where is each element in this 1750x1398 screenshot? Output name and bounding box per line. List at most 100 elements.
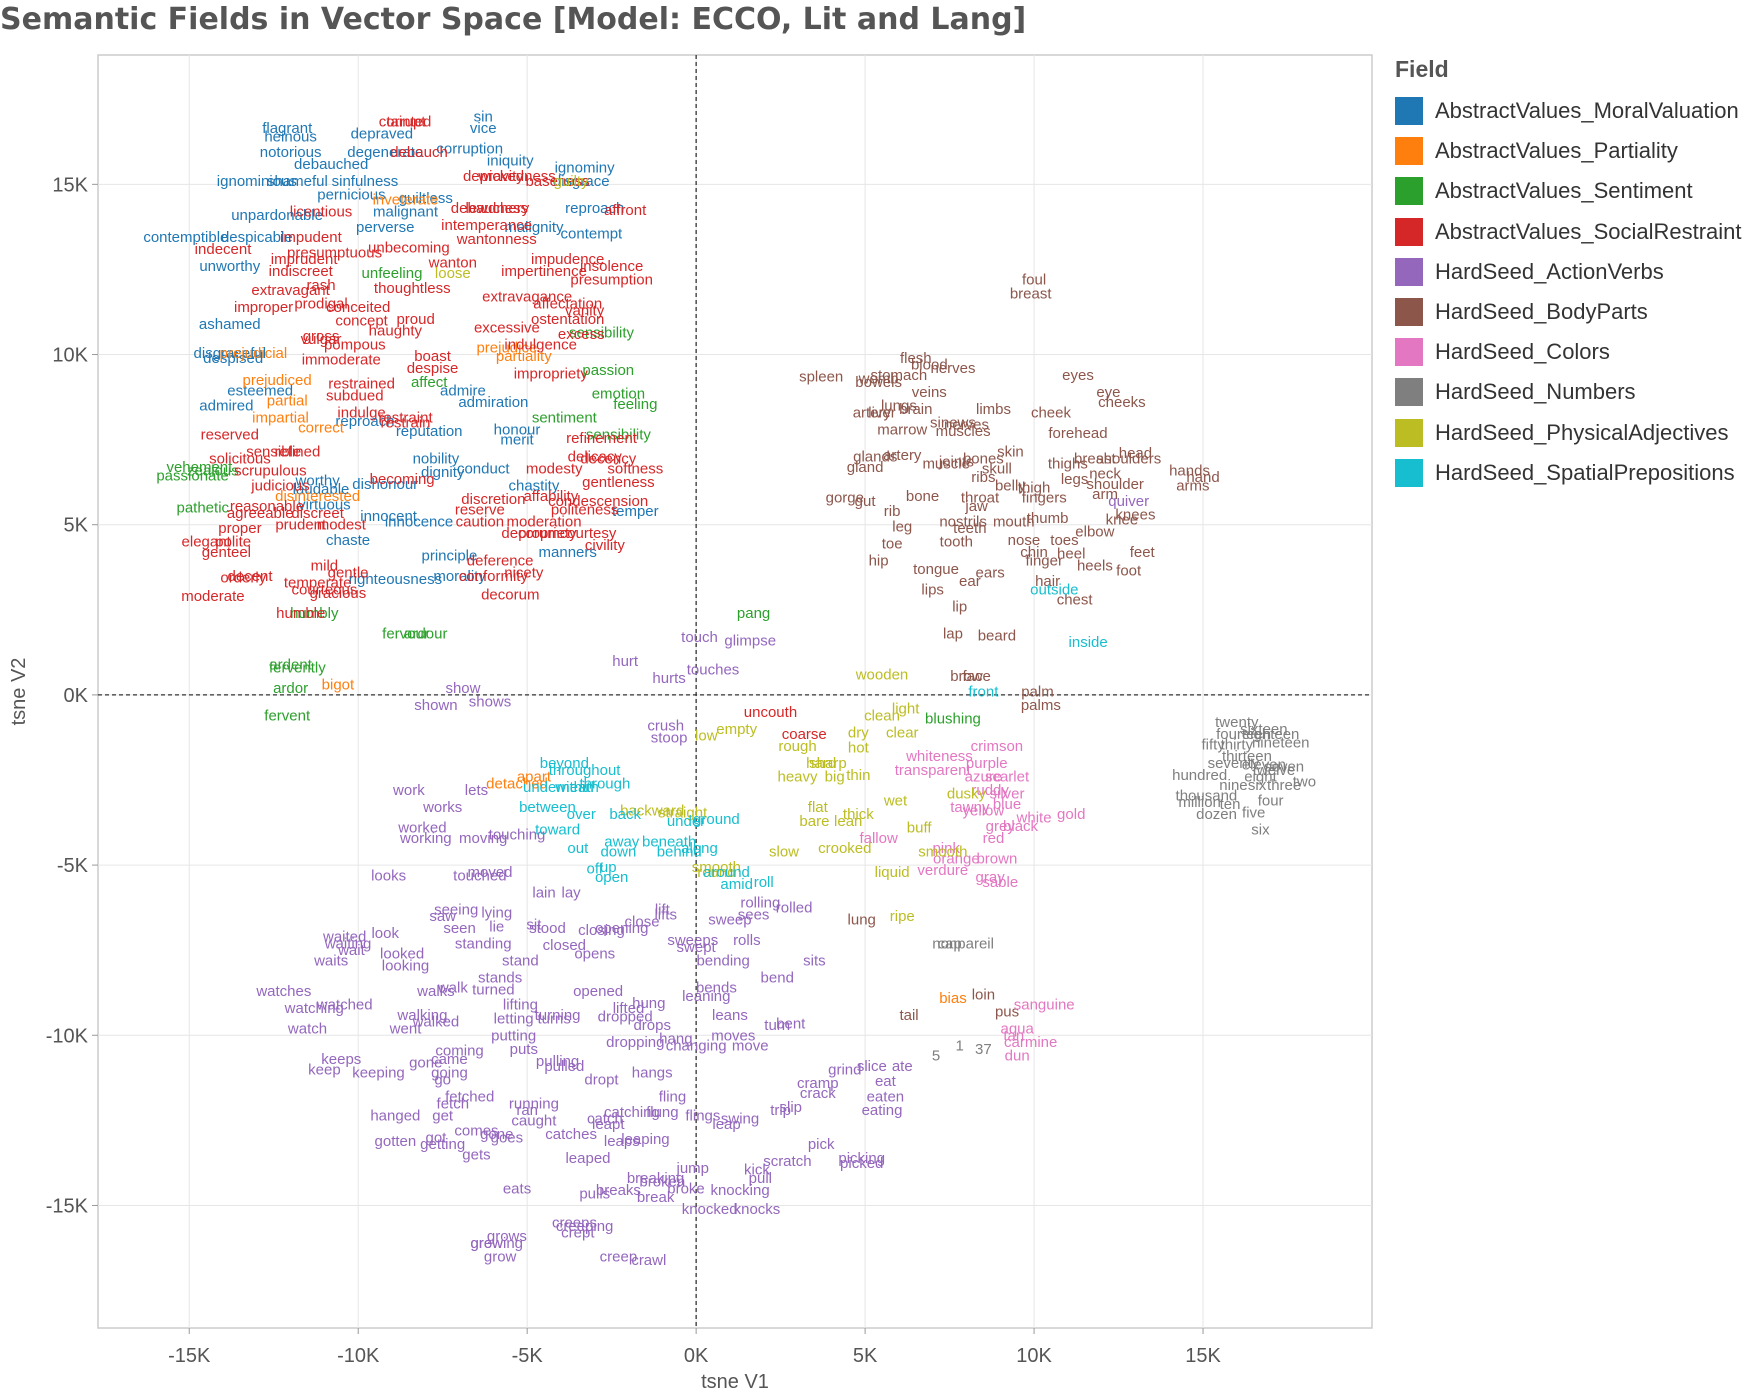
word-point: cheeks [1098,394,1146,411]
x-tick-label: 15K [1185,1345,1221,1367]
word-point: throat [961,489,1000,506]
series-abstractvalues-sentiment: unfeeling sensibility affect passion emotion… [156,265,981,728]
word-point: smooth [918,843,967,860]
legend-item[interactable]: HardSeed_Colors [1395,332,1742,372]
word-point: knocked [682,1201,738,1218]
word-point: extravagance [482,289,572,306]
x-tick-label: 0K [684,1345,709,1367]
legend-item[interactable]: HardSeed_BodyParts [1395,292,1742,332]
word-point: bone [906,488,939,505]
word-point: fourteen [1216,726,1271,743]
word-point: palm [1021,684,1054,701]
word-point: bend [761,969,794,986]
word-point: toward [535,821,580,838]
word-point: wet [883,792,908,809]
word-point: knee [1106,512,1139,529]
word-point: licentious [290,204,353,221]
series-hardseed-bodyparts: foulbreastfleshbloodnervesstomachwombbow… [799,272,1220,1024]
word-point: ground [693,811,740,828]
word-point: pathetic [176,500,229,517]
word-point: delicacy [568,449,623,466]
word-point: modest [317,517,367,534]
word-point: extravagant [251,282,330,299]
word-point: moderate [181,588,244,605]
legend-item[interactable]: HardSeed_SpatialPrepositions [1395,453,1742,493]
word-point: boast [414,348,452,365]
word-point: lift [655,901,671,918]
word-point: dropt [584,1072,619,1089]
legend-label: HardSeed_ActionVerbs [1435,258,1664,284]
word-point: beneath [642,833,696,850]
word-point: lying [481,905,512,922]
word-point: prudent [275,517,327,534]
word-point: unbecoming [368,239,450,256]
word-point: thin [846,767,870,784]
word-point: prodigal [294,295,347,312]
word-point: refined [274,444,320,461]
word-point: stomach [871,367,928,384]
word-point: red [983,830,1005,847]
word-point: comes [454,1123,498,1140]
word-point: growing [470,1235,523,1252]
word-point: proud [396,311,434,328]
word-point: nerves [944,416,989,433]
word-point: beard [978,627,1016,644]
word-point: four [1258,792,1284,809]
legend-item[interactable]: AbstractValues_MoralValuation [1395,91,1742,131]
word-point: presumption [570,272,653,289]
word-point: hung [632,995,665,1012]
legend-title: Field [1395,56,1449,82]
word-point: chaste [326,532,370,549]
word-point: white [1016,809,1052,826]
legend-item[interactable]: AbstractValues_Partiality [1395,131,1742,171]
word-point: immoderate [302,352,381,369]
word-point: thousand [1176,787,1238,804]
word-point: crept [561,1225,595,1242]
word-point: breast [1010,285,1053,302]
word-point: scrupulous [234,462,307,479]
word-point: nobility [413,450,460,467]
legend-item[interactable]: AbstractValues_SocialRestraint [1395,212,1742,252]
legend-item[interactable]: HardSeed_ActionVerbs [1395,252,1742,292]
word-point: creep [600,1249,638,1266]
word-point: degenerate [347,144,423,161]
word-point: straight [658,804,708,821]
word-point: go [434,1072,451,1089]
word-point: indulgence [504,336,577,353]
word-point: spleen [799,369,843,386]
word-point: insolence [580,258,643,275]
word-point: crush [647,718,684,735]
word-point: lay [562,884,582,901]
word-point: sits [803,952,826,969]
word-point: admire [440,382,486,399]
word-point: restrain [381,415,431,432]
legend-item[interactable]: AbstractValues_Sentiment [1395,171,1742,211]
word-point: sensibility [569,324,635,341]
word-point: feet [1130,544,1156,561]
word-point: walked [412,1014,460,1031]
word-point: pink [932,840,960,857]
word-point: forehead [1048,425,1107,442]
word-point: waits [313,952,348,969]
x-axis-title: tsne V1 [701,1371,769,1393]
legend-item[interactable]: HardSeed_Numbers [1395,372,1742,412]
word-point: touched [453,867,506,884]
word-point: uncouth [744,704,797,721]
word-point: works [422,799,462,816]
word-point: opening [595,920,648,937]
word-point: scratch [763,1153,811,1170]
word-point: knocking [710,1182,769,1199]
word-point: running [509,1095,559,1112]
word-point: stood [529,920,566,937]
word-point: verdure [917,862,968,879]
legend-label: HardSeed_Numbers [1435,379,1636,405]
word-point: heel [1057,546,1085,563]
x-tick-label: -5K [512,1345,544,1367]
legend-item[interactable]: HardSeed_PhysicalAdjectives [1395,413,1742,453]
word-point: bias [939,990,967,1007]
word-point: pernicious [317,187,385,204]
word-point: lifted [613,1000,645,1017]
series-abstractvalues-partiality: inveterateprejudicialprejudicedpartialim… [220,192,967,1007]
